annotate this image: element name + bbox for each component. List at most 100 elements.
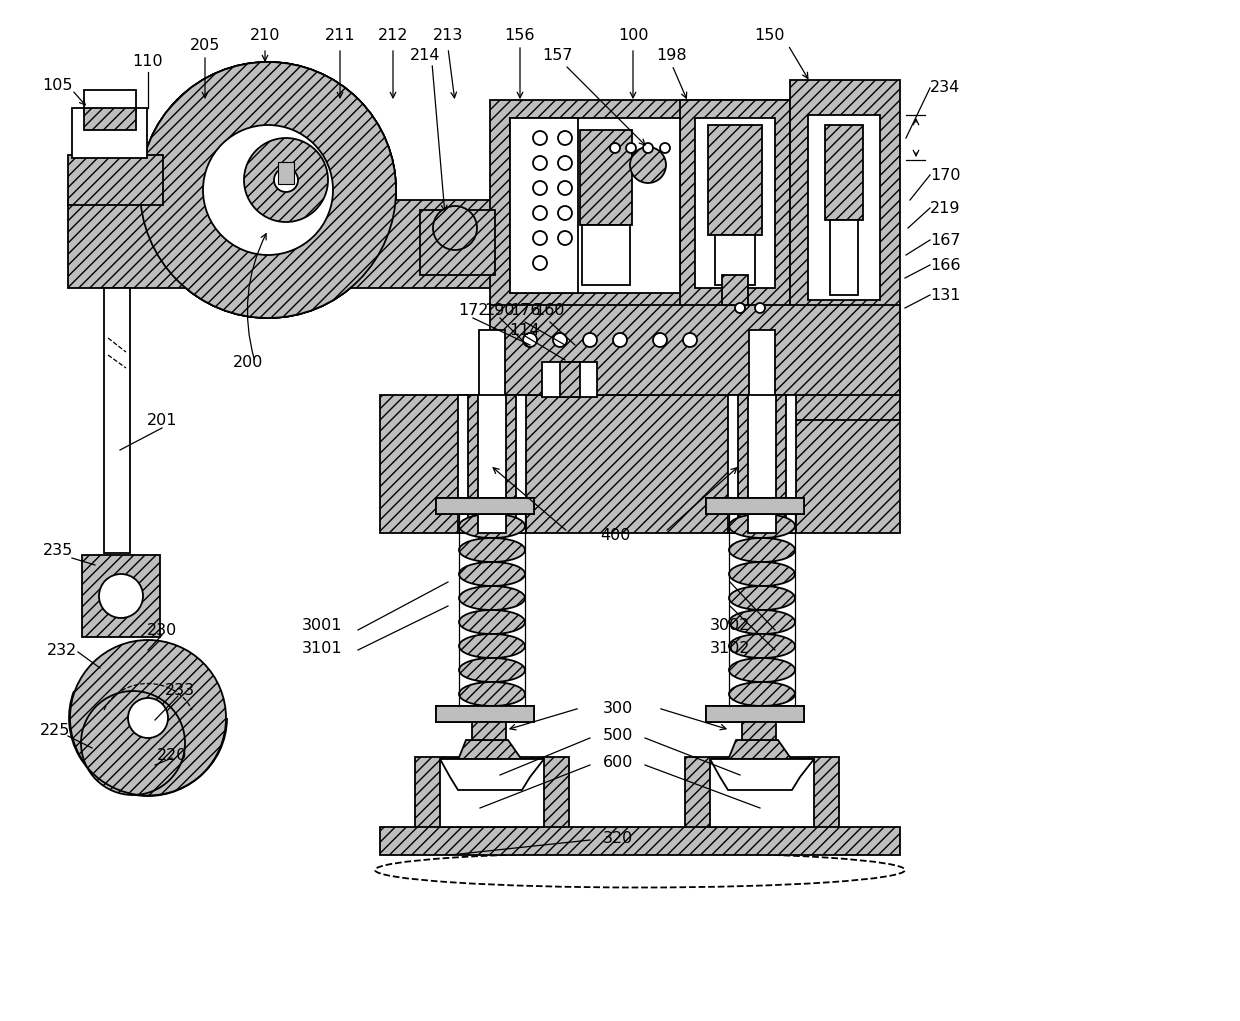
Bar xyxy=(477,395,506,533)
Bar xyxy=(472,722,506,740)
Ellipse shape xyxy=(459,682,525,706)
Circle shape xyxy=(583,333,596,347)
Bar xyxy=(440,759,544,827)
Bar xyxy=(510,118,680,293)
Text: 170: 170 xyxy=(930,167,960,183)
Ellipse shape xyxy=(459,634,525,658)
Bar xyxy=(68,155,162,205)
Bar xyxy=(436,498,534,514)
Bar xyxy=(104,288,130,553)
Polygon shape xyxy=(711,759,813,790)
Bar xyxy=(379,827,900,855)
Circle shape xyxy=(140,62,396,318)
Circle shape xyxy=(558,181,572,195)
Polygon shape xyxy=(453,740,529,812)
Ellipse shape xyxy=(729,658,795,682)
Ellipse shape xyxy=(459,658,525,682)
Text: 210: 210 xyxy=(249,28,280,43)
Circle shape xyxy=(533,231,547,245)
Ellipse shape xyxy=(459,586,525,610)
Bar xyxy=(738,395,786,533)
Ellipse shape xyxy=(459,514,525,538)
Polygon shape xyxy=(722,740,800,812)
Text: 3101: 3101 xyxy=(301,640,342,655)
Text: 160: 160 xyxy=(534,302,565,318)
Bar xyxy=(790,80,900,420)
Text: 220: 220 xyxy=(156,747,187,763)
Circle shape xyxy=(433,206,477,250)
Circle shape xyxy=(613,333,627,347)
Text: 232: 232 xyxy=(47,642,77,658)
Circle shape xyxy=(533,256,547,270)
Ellipse shape xyxy=(729,562,795,586)
Circle shape xyxy=(533,131,547,145)
Text: 3002: 3002 xyxy=(709,618,750,632)
Bar xyxy=(479,330,505,765)
Bar xyxy=(706,706,804,722)
Circle shape xyxy=(533,156,547,171)
Text: 400: 400 xyxy=(600,528,630,542)
Text: 105: 105 xyxy=(42,78,73,93)
Circle shape xyxy=(735,303,745,313)
Text: 156: 156 xyxy=(505,28,536,43)
Circle shape xyxy=(558,156,572,171)
Circle shape xyxy=(81,691,185,795)
Text: 131: 131 xyxy=(930,288,960,302)
Text: 320: 320 xyxy=(603,830,634,845)
Circle shape xyxy=(683,333,697,347)
Bar xyxy=(715,235,755,285)
Bar xyxy=(694,118,775,288)
Text: 213: 213 xyxy=(433,28,464,43)
Ellipse shape xyxy=(729,682,795,706)
Text: 114: 114 xyxy=(510,323,541,338)
Bar xyxy=(830,220,858,295)
Text: 3001: 3001 xyxy=(301,618,342,632)
Ellipse shape xyxy=(729,586,795,610)
Text: 166: 166 xyxy=(930,257,960,273)
Circle shape xyxy=(99,574,143,618)
Ellipse shape xyxy=(459,562,525,586)
Bar xyxy=(82,555,160,637)
Bar xyxy=(72,108,148,158)
Bar xyxy=(415,757,569,829)
Bar xyxy=(420,210,495,275)
Bar xyxy=(490,100,790,310)
Text: 176: 176 xyxy=(510,302,541,318)
Bar xyxy=(510,118,578,293)
Bar xyxy=(436,706,534,722)
Bar xyxy=(278,162,294,184)
Circle shape xyxy=(128,698,167,738)
Circle shape xyxy=(533,206,547,220)
Circle shape xyxy=(644,143,653,153)
Bar xyxy=(706,706,804,722)
Text: 500: 500 xyxy=(603,728,634,742)
Bar xyxy=(84,108,136,130)
Bar xyxy=(711,759,813,827)
Bar xyxy=(706,498,804,514)
Text: 214: 214 xyxy=(409,48,440,62)
Bar xyxy=(722,275,748,305)
Bar xyxy=(825,125,863,220)
Ellipse shape xyxy=(729,634,795,658)
Bar xyxy=(742,722,776,740)
Ellipse shape xyxy=(729,610,795,634)
Text: 235: 235 xyxy=(43,542,73,557)
Text: 150: 150 xyxy=(755,28,785,43)
Text: 600: 600 xyxy=(603,755,634,770)
Bar xyxy=(808,115,880,300)
Bar xyxy=(580,130,632,225)
Bar xyxy=(684,757,839,829)
Circle shape xyxy=(755,303,765,313)
Text: 167: 167 xyxy=(930,233,960,247)
Bar xyxy=(708,125,763,235)
Text: 234: 234 xyxy=(930,81,960,96)
Circle shape xyxy=(140,62,396,318)
Text: 100: 100 xyxy=(618,28,649,43)
Circle shape xyxy=(558,206,572,220)
Text: 233: 233 xyxy=(165,682,195,697)
Polygon shape xyxy=(440,759,544,790)
Text: 300: 300 xyxy=(603,700,634,716)
Bar xyxy=(728,395,796,533)
Bar xyxy=(379,395,900,533)
Circle shape xyxy=(626,143,636,153)
